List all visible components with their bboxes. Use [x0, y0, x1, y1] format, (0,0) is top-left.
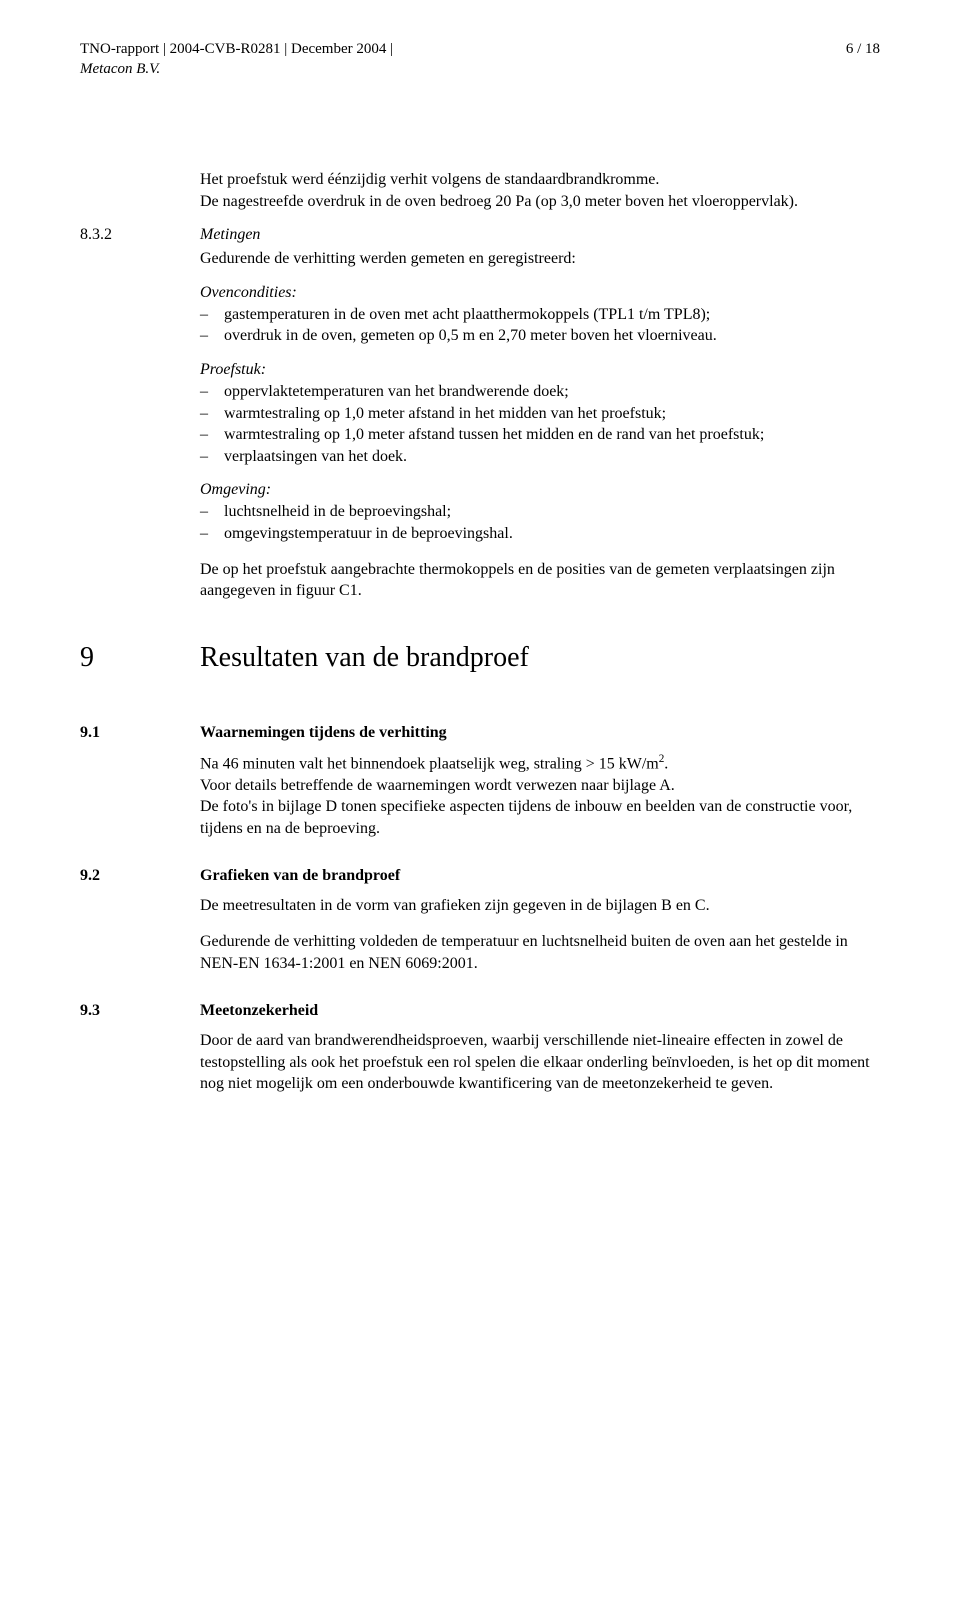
list-item: gastemperaturen in de oven met acht plaa… — [200, 304, 880, 326]
section-9-3-title: Meetonzekerheid — [200, 1002, 318, 1020]
section-9-3-p1: Door de aard van brandwerendheidsproeven… — [200, 1030, 880, 1095]
page: TNO-rapport | 2004-CVB-R0281 | December … — [0, 0, 960, 1609]
header-left: TNO-rapport | 2004-CVB-R0281 | December … — [80, 40, 393, 79]
omgeving-list: luchtsnelheid in de beproevingshal; omge… — [80, 501, 880, 544]
section-9-2-row: 9.2 Grafieken van de brandproef — [80, 867, 880, 885]
section-8-3-2-head: Metingen — [200, 226, 260, 244]
section-9-2-p2: Gedurende de verhitting voldeden de temp… — [200, 931, 880, 974]
section-9-1-title: Waarnemingen tijdens de verhitting — [200, 724, 447, 742]
list-item: luchtsnelheid in de beproevingshal; — [200, 501, 880, 523]
section-9-1-p1: Na 46 minuten valt het binnendoek plaats… — [200, 752, 880, 775]
section-9-1-row: 9.1 Waarnemingen tijdens de verhitting — [80, 724, 880, 742]
page-header: TNO-rapport | 2004-CVB-R0281 | December … — [80, 40, 880, 79]
section-9-1-p3: De foto's in bijlage D tonen specifieke … — [200, 796, 880, 839]
proefstuk-heading: Proefstuk: — [200, 361, 880, 379]
section-9-title: Resultaten van de brandproef — [200, 642, 529, 674]
section-9-2-num: 9.2 — [80, 867, 200, 885]
page-number: 6 / 18 — [846, 40, 880, 60]
list-item: warmtestraling op 1,0 meter afstand tuss… — [200, 424, 880, 446]
section-8-3-2-row: 8.3.2 Metingen — [80, 226, 880, 244]
section-9-1-p2: Voor details betreffende de waarnemingen… — [200, 775, 880, 797]
proefstuk-list: oppervlaktetemperaturen van het brandwer… — [80, 381, 880, 467]
section-9-3-num: 9.3 — [80, 1002, 200, 1020]
section-9-1-p1-post: . — [664, 755, 668, 772]
section-8-3-2-num: 8.3.2 — [80, 226, 200, 244]
list-item: verplaatsingen van het doek. — [200, 446, 880, 468]
section-9-row: 9 Resultaten van de brandproef — [80, 642, 880, 674]
list-item: oppervlaktetemperaturen van het brandwer… — [200, 381, 880, 403]
list-item: overdruk in de oven, gemeten op 0,5 m en… — [200, 325, 880, 347]
omgeving-heading: Omgeving: — [200, 481, 880, 499]
list-item: omgevingstemperatuur in de beproevingsha… — [200, 523, 880, 545]
section-8-3-2-title: Metingen — [200, 226, 260, 243]
section-9-2-p1: De meetresultaten in de vorm van grafiek… — [200, 895, 880, 917]
section-8-3-2-lead: Gedurende de verhitting werden gemeten e… — [200, 248, 880, 270]
section-9-3-row: 9.3 Meetonzekerheid — [80, 1002, 880, 1020]
section-8-3-2-trailing: De op het proefstuk aangebrachte thermok… — [200, 559, 880, 602]
report-id-line: TNO-rapport | 2004-CVB-R0281 | December … — [80, 40, 393, 60]
intro-para-1: Het proefstuk werd éénzijdig verhit volg… — [200, 169, 880, 191]
section-9-1-num: 9.1 — [80, 724, 200, 742]
section-9-2-title: Grafieken van de brandproef — [200, 867, 400, 885]
section-9-1-p1-pre: Na 46 minuten valt het binnendoek plaats… — [200, 755, 659, 772]
intro-para-2: De nagestreefde overdruk in de oven bedr… — [200, 191, 880, 213]
page-body: Het proefstuk werd éénzijdig verhit volg… — [80, 169, 880, 1095]
ovencondities-list: gastemperaturen in de oven met acht plaa… — [80, 304, 880, 347]
section-9-num: 9 — [80, 642, 200, 674]
list-item: warmtestraling op 1,0 meter afstand in h… — [200, 403, 880, 425]
ovencondities-heading: Ovencondities: — [200, 284, 880, 302]
company-line: Metacon B.V. — [80, 60, 393, 80]
